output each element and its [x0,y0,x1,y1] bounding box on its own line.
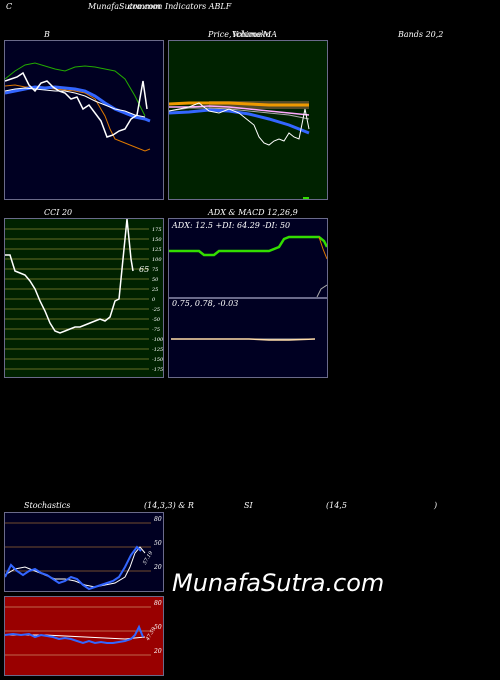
ma-pink [169,105,310,116]
cci-tick-label: 150 [152,237,162,243]
adx-title: ADX & MACD 12,26,9 [208,208,298,217]
cci-tick-label: 125 [152,247,162,253]
stoch-si: SI [244,501,253,510]
rsi-panel: 80 50 20 47.59 [4,596,164,676]
bb-ma-line [5,87,146,118]
rsi-line [5,624,144,645]
stoch-title: Stochastics [24,501,71,510]
cci-tick-label: -100 [152,337,163,343]
bands-label: Bands 20,2 [398,30,444,39]
ma-gray [169,107,310,120]
cci-tick-label: 50 [152,277,159,283]
macd-panel: 0.75, 0.78, -0.03 [168,298,328,378]
adx-chart [169,235,327,297]
watermark: MunafaSutra.com [172,569,385,597]
cci-tick-label: -50 [152,317,161,323]
price-panel [168,40,328,200]
cci-tick-label: 0 [152,297,156,303]
bb-middle-band [5,85,151,123]
price-label-c: Ichimoku [233,30,271,39]
stoch-k-line [5,545,142,591]
stoch-tick-20: 20 [154,564,162,571]
cci-current: 65 [139,265,150,274]
cci-line [5,219,134,334]
bb-chart [5,62,151,152]
stoch-params: (14,3,3) & R [144,501,194,510]
header-subtitle: common Indicators ABLF [128,2,232,11]
ma-orange [169,101,309,107]
price-label-a: Price, [208,30,232,39]
cci-label: CCI 20 [44,208,73,217]
adx-gray-line [316,284,327,297]
price-chart [169,101,310,199]
stoch-panel: 80 50 20 57.19 [4,512,164,592]
rsi-tick-50: 50 [154,624,162,631]
cci-panel: 175 150 125 100 75 50 25 0 -25 -50 -75 -100 -125 -150… [4,218,164,378]
price-line [169,102,310,146]
cci-tick-label: -175 [152,367,163,373]
cci-tick-label: 25 [151,287,158,293]
bb-lower-band [5,84,151,152]
bb-price-line [5,71,148,138]
macd-line [171,338,316,341]
cci-tick-label: -25 [152,307,160,313]
adx-orange-line [318,236,327,260]
bb-panel [4,40,164,200]
bb-upper-band [5,62,146,117]
cci-tick-label: 100 [152,257,162,263]
adx-text: ADX: 12.5 +DI: 64.29 -DI: 50 [172,221,291,230]
cci-tick-label: -75 [152,327,160,333]
cci-tick-label: 75 [152,267,158,273]
adx-green-line [169,235,327,257]
cci-tick-label: 175 [152,227,162,233]
cci-tick-label: -150 [152,357,163,363]
adx-panel: ADX: 12.5 +DI: 64.29 -DI: 50 [168,218,328,298]
price-label-d: MA [263,30,277,39]
cci-tick-label: -125 [152,347,163,353]
rsi-tick-80: 80 [154,600,162,607]
stoch-tick-50: 50 [154,540,162,547]
rsi-close-paren: ) [434,501,438,510]
macd-text: 0.75, 0.78, -0.03 [172,299,239,308]
rsi-white-line [5,634,146,640]
stoch-chart [5,522,151,591]
header-c: C [6,2,13,11]
header-title: MunafaSutra.com [88,2,161,11]
cci-chart: 175 150 125 100 75 50 25 0 -25 -50 -75 -100 -125 -150… [5,219,163,373]
bb-label: B [44,30,50,39]
macd-chart [171,338,316,341]
rsi-params: (14,5 [326,501,347,510]
rsi-tick-20: 20 [154,648,162,655]
rsi-chart [5,606,151,656]
price-label-b: Volume [232,30,262,39]
stoch-tick-80: 80 [154,516,162,523]
